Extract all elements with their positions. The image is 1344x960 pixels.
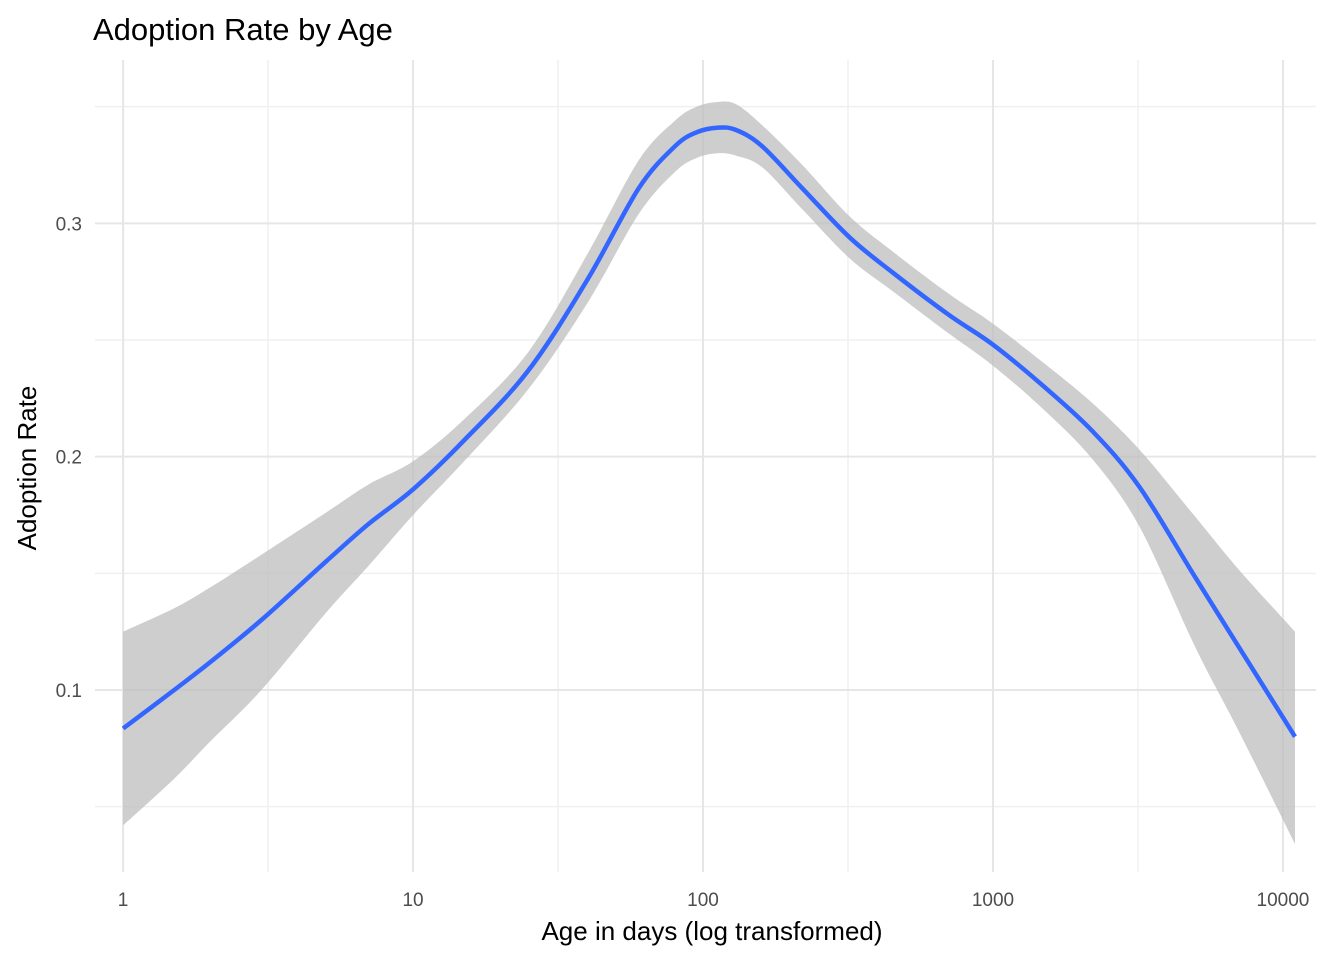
- x-tick-label: 100: [687, 890, 719, 911]
- x-tick-label: 10000: [1257, 890, 1310, 911]
- y-tick-label: 0.2: [56, 448, 82, 469]
- x-tick-label: 10: [402, 890, 423, 911]
- y-axis-ticks: 0.1 0.2 0.3: [56, 214, 82, 702]
- chart-title: Adoption Rate by Age: [93, 12, 393, 47]
- confidence-ribbon: [123, 101, 1296, 844]
- y-tick-label: 0.1: [56, 681, 82, 702]
- y-axis-title: Adoption Rate: [12, 386, 42, 551]
- y-tick-label: 0.3: [56, 214, 82, 235]
- x-tick-label: 1: [118, 890, 129, 911]
- x-tick-label: 1000: [972, 890, 1014, 911]
- x-axis-ticks: 1 10 100 1000 10000: [118, 890, 1310, 911]
- x-axis-title: Age in days (log transformed): [541, 916, 882, 946]
- series-line: [121, 125, 1297, 738]
